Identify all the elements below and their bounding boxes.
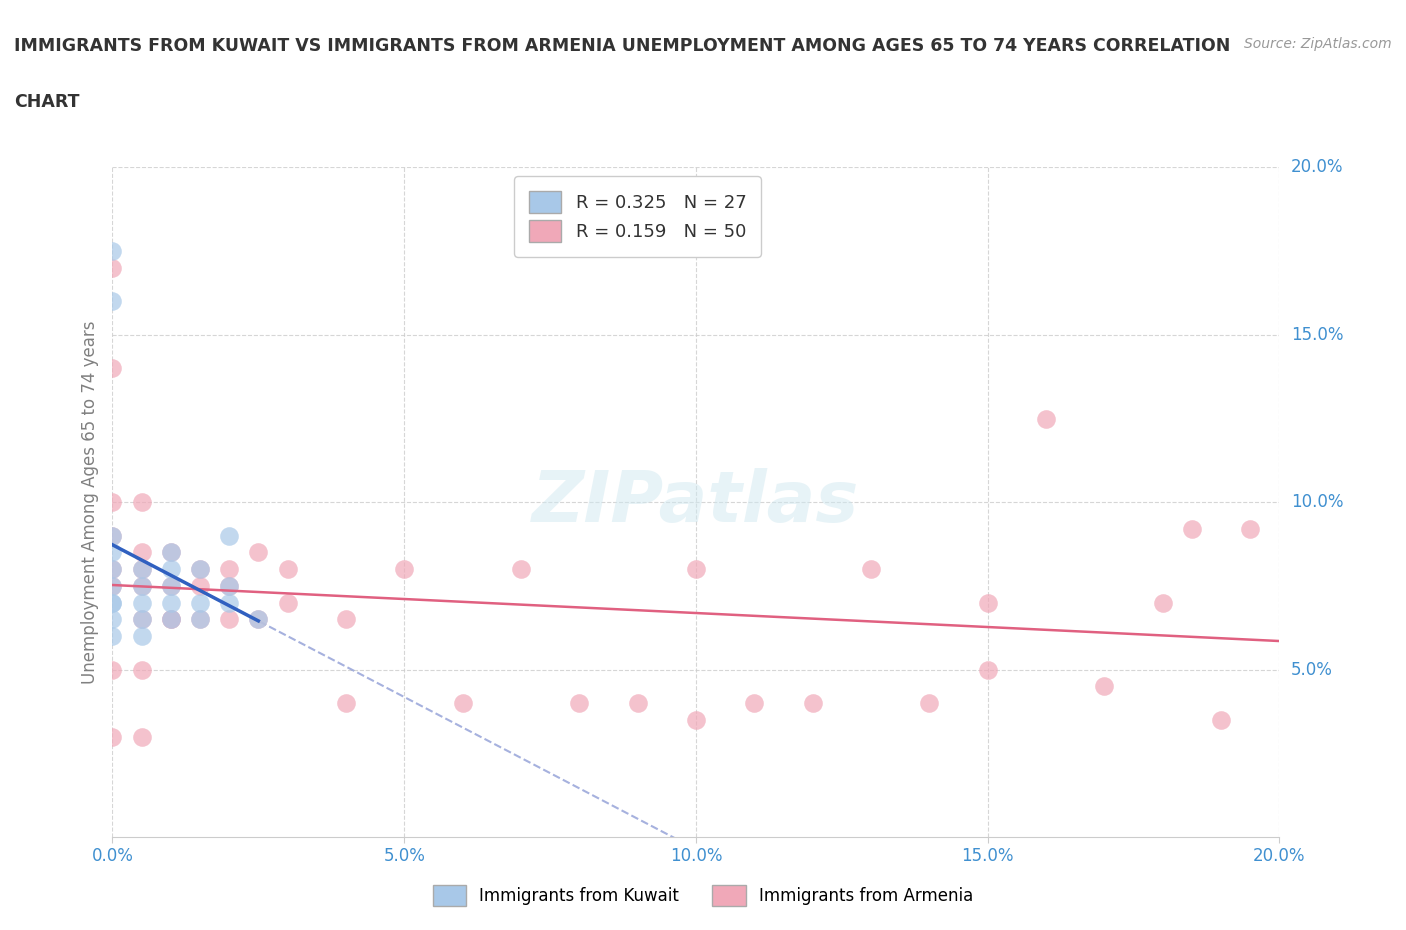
Point [101,662,124,677]
Text: 5.0%: 5.0% [1291,660,1333,679]
Point [131,612,153,627]
Point [131,729,153,744]
Point [131,562,153,577]
Point [247,545,270,560]
Y-axis label: Unemployment Among Ages 65 to 74 years: Unemployment Among Ages 65 to 74 years [80,321,98,684]
Point [131,562,153,577]
Point [685,562,707,577]
Point [392,562,416,577]
Point [160,578,183,593]
Point [1152,595,1174,610]
Point [335,612,357,627]
Point [101,562,124,577]
Point [160,612,183,627]
Point [1035,411,1057,426]
Text: ZIPatlas: ZIPatlas [533,468,859,537]
Point [101,612,124,627]
Legend: R = 0.325   N = 27, R = 0.159   N = 50: R = 0.325 N = 27, R = 0.159 N = 50 [515,177,761,257]
Point [160,545,183,560]
Point [1209,712,1232,727]
Point [1239,522,1261,537]
Point [101,578,124,593]
Point [188,612,211,627]
Point [685,712,707,727]
Text: IMMIGRANTS FROM KUWAIT VS IMMIGRANTS FROM ARMENIA UNEMPLOYMENT AMONG AGES 65 TO : IMMIGRANTS FROM KUWAIT VS IMMIGRANTS FRO… [14,37,1230,55]
Point [188,562,211,577]
Point [160,612,183,627]
Point [101,562,124,577]
Point [801,696,824,711]
Point [101,729,124,744]
Point [859,562,883,577]
Text: 15.0%: 15.0% [1291,326,1344,344]
Point [101,545,124,560]
Point [131,578,153,593]
Text: 10.0%: 10.0% [1291,493,1344,512]
Point [188,562,211,577]
Point [188,578,211,593]
Point [160,595,183,610]
Point [160,562,183,577]
Point [101,361,124,376]
Point [131,662,153,677]
Point [218,612,240,627]
Point [976,662,998,677]
Point [131,545,153,560]
Legend: Immigrants from Kuwait, Immigrants from Armenia: Immigrants from Kuwait, Immigrants from … [426,879,980,912]
Point [335,696,357,711]
Point [218,578,240,593]
Point [568,696,591,711]
Point [218,595,240,610]
Point [131,595,153,610]
Point [101,294,124,309]
Point [160,578,183,593]
Point [101,528,124,543]
Point [188,595,211,610]
Point [1092,679,1115,694]
Point [101,528,124,543]
Point [451,696,474,711]
Point [101,578,124,593]
Point [188,612,211,627]
Point [131,629,153,644]
Point [101,495,124,510]
Text: 20.0%: 20.0% [1291,158,1344,177]
Point [509,562,531,577]
Point [276,595,298,610]
Point [101,260,124,275]
Text: CHART: CHART [14,93,80,111]
Point [247,612,270,627]
Point [247,612,270,627]
Point [131,612,153,627]
Point [742,696,765,711]
Point [918,696,941,711]
Point [101,595,124,610]
Text: Source: ZipAtlas.com: Source: ZipAtlas.com [1244,37,1392,51]
Point [131,495,153,510]
Point [218,528,240,543]
Point [626,696,648,711]
Point [218,562,240,577]
Point [1181,522,1204,537]
Point [976,595,998,610]
Point [160,545,183,560]
Point [131,578,153,593]
Point [101,244,124,259]
Point [218,578,240,593]
Point [101,629,124,644]
Point [276,562,298,577]
Point [101,595,124,610]
Point [160,612,183,627]
